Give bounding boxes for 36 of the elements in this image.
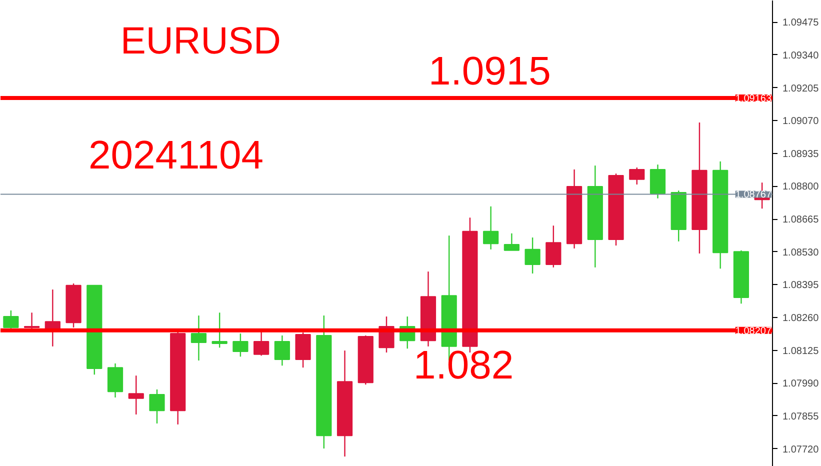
y-tick-label: 1.08935	[782, 148, 820, 160]
candlestick	[190, 314, 207, 362]
candlestick	[483, 206, 499, 250]
y-tick-label: 1.08395	[782, 280, 820, 292]
ref-line-label: 1.08767	[735, 190, 772, 201]
y-tick-label: 1.07990	[782, 378, 820, 390]
candlestick	[128, 374, 144, 416]
annotation: 1.0915	[428, 50, 551, 94]
ref-line-label: 1.09163	[735, 93, 772, 104]
y-tick-label: 1.08800	[782, 182, 820, 193]
candlestick	[629, 166, 645, 186]
annotation: 1.082	[414, 344, 514, 388]
candlestick	[524, 236, 540, 274]
y-tick-label: 1.09340	[782, 50, 820, 62]
y-tick-label: 1.09070	[782, 116, 820, 128]
ref-line-label: 1.08207	[735, 326, 772, 337]
candlestick	[274, 334, 290, 366]
text: EURUSD	[120, 20, 281, 62]
y-tick-label: 1.09205	[782, 83, 820, 94]
candlestick	[546, 225, 562, 268]
candlestick	[149, 388, 165, 424]
y-tick-label: 1.09475	[782, 18, 820, 29]
candlestick	[212, 312, 228, 348]
y-tick-label: 1.07855	[782, 411, 820, 422]
y-tick-label: 1.08530	[782, 247, 820, 258]
candlestick	[232, 332, 248, 358]
candlestick	[3, 310, 19, 330]
annotation: 20241104	[88, 134, 264, 178]
y-tick-label: 1.07720	[782, 444, 820, 456]
candlestick	[44, 288, 60, 348]
y-tick-label: 1.08125	[782, 346, 820, 357]
y-tick-label: 1.08260	[782, 312, 820, 324]
y-tick-label: 1.08665	[782, 214, 820, 226]
candlestick	[504, 232, 520, 251]
candlestick	[254, 330, 270, 356]
candlestick	[24, 312, 40, 330]
